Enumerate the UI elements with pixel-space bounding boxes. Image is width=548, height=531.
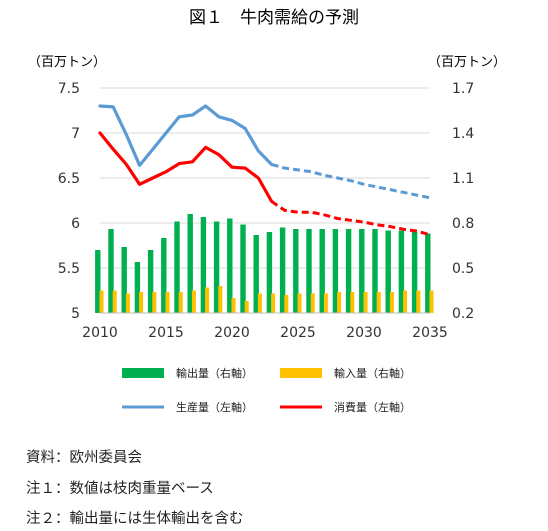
legend-label: 輸出量（右軸）: [176, 366, 253, 380]
right-axis-unit: （百万トン）: [428, 55, 506, 70]
consumption-line-forecast: [270, 200, 431, 237]
export-bar: [293, 229, 299, 313]
import-bar: [231, 298, 236, 313]
import-bar: [429, 290, 434, 313]
import-bar: [403, 290, 408, 313]
export-bar: [398, 230, 405, 313]
chart-title: 図１ 牛肉需給の予測: [189, 8, 359, 28]
x-tick-label: 2015: [148, 325, 184, 341]
import-bar: [297, 293, 302, 313]
import-bar: [257, 293, 262, 313]
right-tick-label: 1.7: [452, 81, 474, 97]
export-bar: [372, 229, 378, 313]
export-bar: [227, 218, 233, 313]
legend-swatch: [122, 368, 164, 378]
import-bar: [271, 293, 276, 313]
left-tick-label: 6.5: [58, 171, 80, 187]
import-bar: [350, 292, 355, 313]
export-bar: [174, 221, 180, 313]
export-bar: [319, 229, 325, 313]
x-tick-label: 2025: [280, 325, 316, 341]
left-tick-label: 6: [71, 216, 80, 232]
import-bar: [310, 293, 315, 313]
export-bar: [385, 230, 391, 313]
import-bar: [152, 292, 157, 313]
legend-label: 輸入量（右軸）: [334, 366, 411, 380]
import-bar: [363, 292, 368, 313]
import-bar: [191, 290, 196, 313]
export-bar: [253, 235, 259, 313]
import-bar: [125, 293, 130, 313]
export-bar: [200, 217, 207, 313]
import-bar: [99, 290, 104, 313]
x-tick-label: 2020: [214, 325, 250, 341]
left-axis-unit: （百万トン）: [28, 55, 106, 70]
export-bar: [240, 224, 246, 313]
import-bar: [376, 292, 381, 313]
x-tick-label: 2010: [82, 325, 118, 341]
import-bar: [139, 292, 144, 313]
right-tick-label: 0.8: [452, 216, 474, 232]
note-2: 注２：輸出量には生体輸出を含む: [26, 511, 244, 527]
export-bar: [266, 232, 273, 313]
production-line-forecast: [271, 163, 431, 200]
note-source: 資料：欧州委員会: [26, 450, 142, 466]
export-bar: [359, 229, 365, 313]
legend-label: 消費量（左軸）: [334, 400, 411, 414]
left-tick-label: 5.5: [58, 261, 80, 277]
import-bar: [205, 287, 210, 313]
export-bar: [279, 227, 286, 313]
legend-label: 生産量（左軸）: [176, 400, 253, 414]
right-tick-label: 0.2: [452, 306, 474, 322]
left-tick-label: 5: [71, 306, 80, 322]
export-bar: [161, 238, 167, 313]
right-tick-label: 1.1: [452, 171, 474, 187]
left-tick-label: 7.5: [58, 81, 80, 97]
export-bar: [95, 250, 101, 313]
import-bar: [165, 292, 170, 313]
export-bar: [147, 250, 154, 313]
import-bar: [244, 301, 249, 313]
right-tick-label: 1.4: [452, 126, 474, 142]
import-bar: [416, 290, 421, 313]
export-bar: [425, 233, 431, 313]
x-tick-label: 2035: [412, 325, 448, 341]
right-tick-label: 0.5: [452, 261, 474, 277]
consumption-line-actual: [98, 131, 274, 203]
import-bar: [284, 295, 289, 313]
export-bar: [332, 229, 339, 313]
export-bar: [213, 221, 220, 313]
export-bar: [345, 229, 352, 313]
import-bar: [323, 293, 328, 313]
note-1: 注１：数値は枝肉重量ベース: [26, 481, 214, 497]
production-line-actual: [98, 104, 274, 167]
export-bar: [134, 262, 141, 313]
export-bar: [306, 229, 312, 313]
import-bar: [178, 292, 183, 313]
left-tick-label: 7: [71, 126, 80, 142]
export-bar: [187, 214, 193, 313]
import-bar: [218, 286, 223, 313]
export-bar: [108, 229, 114, 313]
export-bar: [121, 247, 127, 313]
import-bar: [112, 290, 117, 313]
import-bar: [337, 292, 342, 313]
export-bar: [411, 232, 418, 313]
legend-swatch: [280, 368, 322, 378]
import-bar: [389, 292, 394, 313]
x-tick-label: 2030: [346, 325, 382, 341]
